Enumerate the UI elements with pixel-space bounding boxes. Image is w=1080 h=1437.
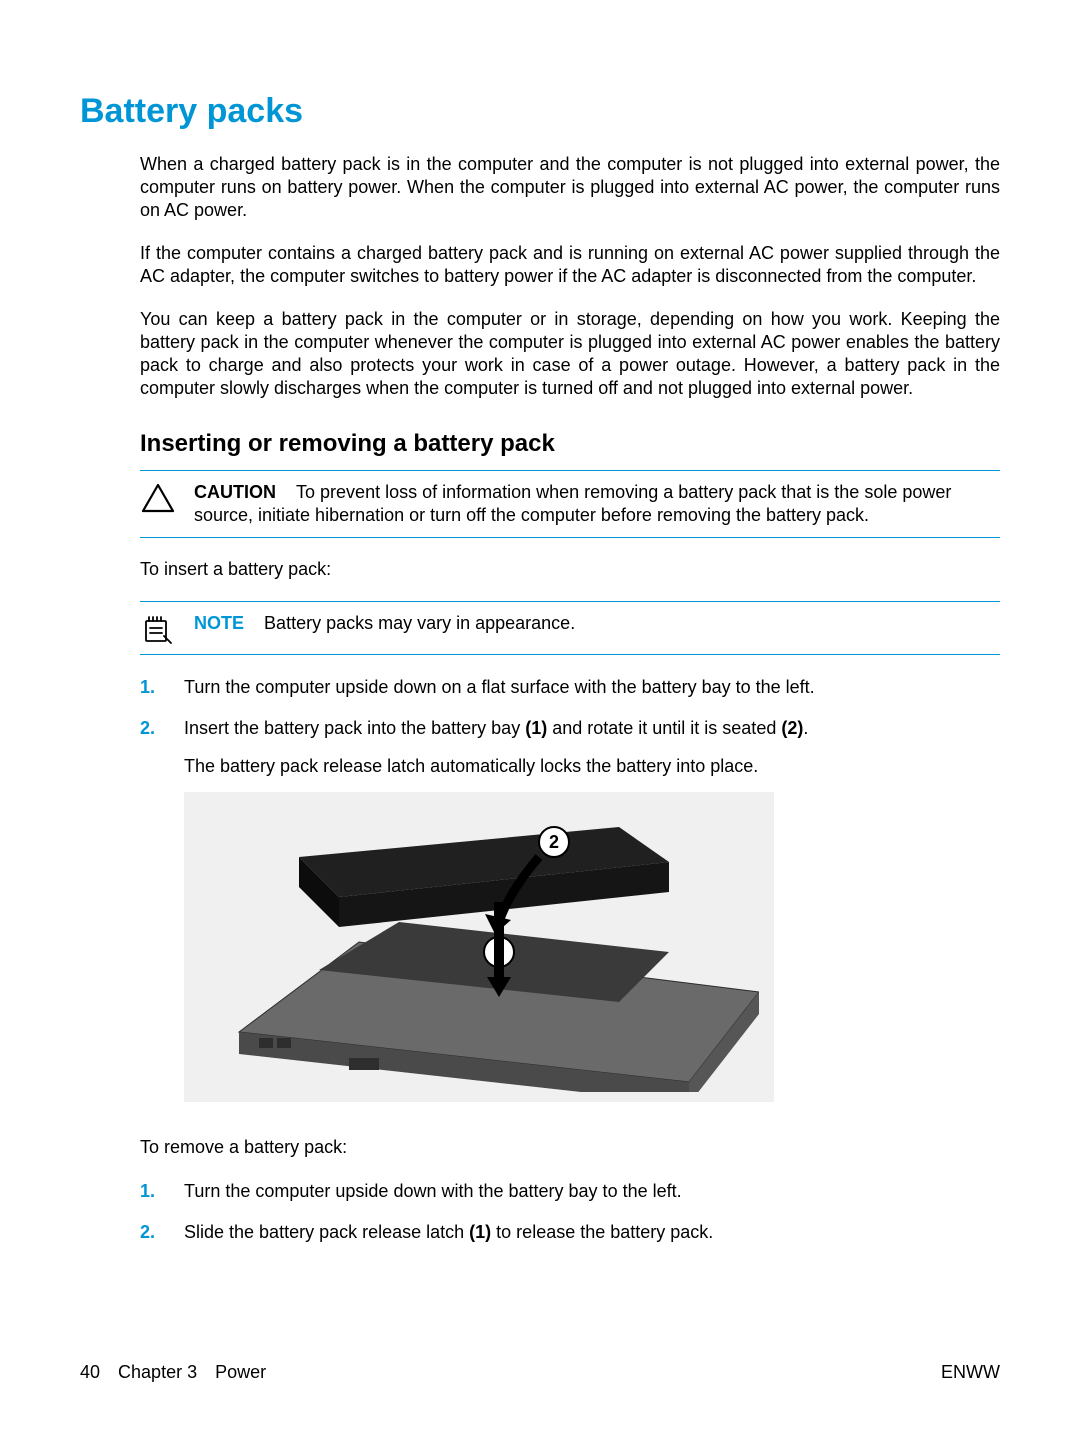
remove-step-1: 1. Turn the computer upside down with th… (140, 1179, 1000, 1203)
chapter-label: Chapter 3 Power (118, 1362, 266, 1383)
step-number: 1. (140, 675, 166, 699)
caution-label: CAUTION (194, 482, 276, 502)
note-callout: NOTE Battery packs may vary in appearanc… (140, 601, 1000, 655)
insert-steps-list: 1. Turn the computer upside down on a fl… (140, 675, 1000, 1120)
remove-steps-list: 1. Turn the computer upside down with th… (140, 1179, 1000, 1244)
step2-text-a: Insert the battery pack into the battery… (184, 718, 525, 738)
note-body: Battery packs may vary in appearance. (264, 613, 575, 633)
caution-callout: CAUTION To prevent loss of information w… (140, 470, 1000, 538)
intro-paragraph-3: You can keep a battery pack in the compu… (140, 308, 1000, 400)
step2-ref-2: (2) (781, 718, 803, 738)
battery-figure-svg: 1 2 (199, 802, 759, 1092)
step2-text-c: and rotate it until it is seated (547, 718, 781, 738)
svg-text:2: 2 (549, 832, 559, 852)
step2-line2: The battery pack release latch automatic… (184, 754, 1000, 778)
page-footer: 40 Chapter 3 Power ENWW (80, 1362, 1000, 1383)
remove2-c: to release the battery pack. (491, 1222, 713, 1242)
step-number: 1. (140, 1179, 166, 1203)
caution-body: To prevent loss of information when remo… (194, 482, 951, 525)
step-number: 2. (140, 716, 166, 1121)
remove-step-2: 2. Slide the battery pack release latch … (140, 1220, 1000, 1244)
insert-step-2: 2. Insert the battery pack into the batt… (140, 716, 1000, 1121)
page-number: 40 (80, 1362, 100, 1383)
step2-ref-1: (1) (525, 718, 547, 738)
step-number: 2. (140, 1220, 166, 1244)
step-body: Turn the computer upside down on a flat … (184, 675, 1000, 699)
remove2-ref-1: (1) (469, 1222, 491, 1242)
intro-paragraph-2: If the computer contains a charged batte… (140, 242, 1000, 288)
step-body: Insert the battery pack into the battery… (184, 716, 1000, 1121)
remove-intro: To remove a battery pack: (140, 1136, 1000, 1159)
body-content: When a charged battery pack is in the co… (140, 153, 1000, 1244)
intro-paragraph-1: When a charged battery pack is in the co… (140, 153, 1000, 222)
insert-step-1: 1. Turn the computer upside down on a fl… (140, 675, 1000, 699)
note-text: NOTE Battery packs may vary in appearanc… (194, 612, 1000, 635)
caution-icon (140, 481, 176, 513)
remove2-a: Slide the battery pack release latch (184, 1222, 469, 1242)
step2-text-e: . (803, 718, 808, 738)
step-body: Slide the battery pack release latch (1)… (184, 1220, 1000, 1244)
footer-right: ENWW (941, 1362, 1000, 1383)
battery-insert-figure: 1 2 (184, 792, 774, 1102)
caution-text: CAUTION To prevent loss of information w… (194, 481, 1000, 527)
page-root: Battery packs When a charged battery pac… (0, 0, 1080, 1437)
note-label: NOTE (194, 613, 244, 633)
heading-insert-remove: Inserting or removing a battery pack (140, 430, 1000, 458)
insert-intro: To insert a battery pack: (140, 558, 1000, 581)
heading-battery-packs: Battery packs (80, 92, 1000, 131)
note-icon (140, 612, 176, 644)
step-body: Turn the computer upside down with the b… (184, 1179, 1000, 1203)
